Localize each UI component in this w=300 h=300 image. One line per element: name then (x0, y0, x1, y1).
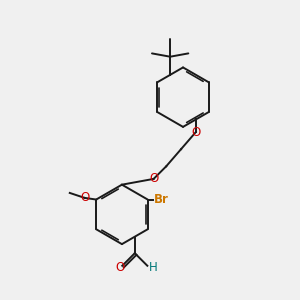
Text: Br: Br (154, 193, 169, 206)
Text: O: O (116, 261, 125, 274)
Text: O: O (149, 172, 158, 185)
Text: O: O (191, 125, 200, 139)
Text: O: O (80, 191, 89, 204)
Text: H: H (149, 261, 158, 274)
